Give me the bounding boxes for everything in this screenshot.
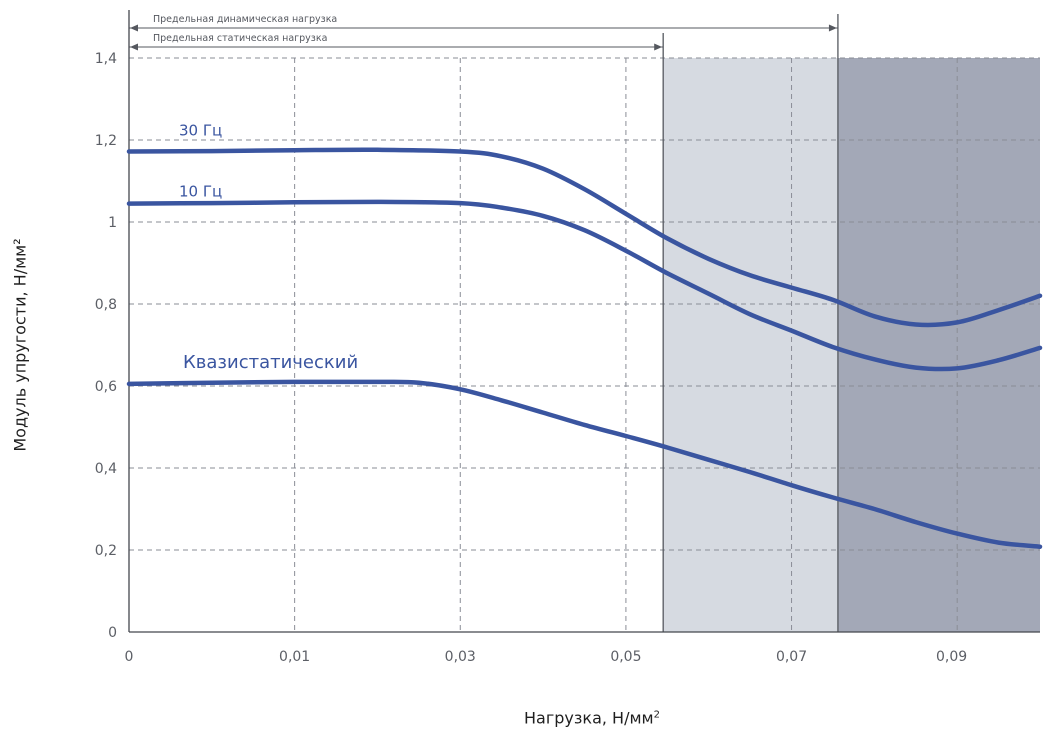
grid-layer <box>129 57 1040 632</box>
series-10hz <box>126 199 1043 372</box>
y-tick-label: 0,8 <box>95 297 117 313</box>
limit-arrow-head-left <box>130 24 138 32</box>
series-layer <box>126 147 1043 549</box>
x-axis-title-text: Нагрузка, Н/мм <box>524 708 654 728</box>
x-tick-label: 0,07 <box>776 649 807 665</box>
limit-arrow-head-left <box>130 43 138 51</box>
y-tick-label: 0,2 <box>95 543 117 559</box>
y-tick-label: 0,4 <box>95 461 117 477</box>
x-tick-label: 0,03 <box>445 649 476 665</box>
y-tick-label: 1,4 <box>95 51 117 67</box>
x-tick-label: 0,01 <box>279 649 310 665</box>
series-label: Квазистатический <box>183 352 358 373</box>
ticks-layer: 0 0,2 0,4 0,6 0,8 1 1,2 1,4 0 0,01 0,03 0,05 0,07 0,0… <box>95 51 967 665</box>
series-label: 30 Гц <box>179 121 222 139</box>
limit-label: Предельная статическая нагрузка <box>153 33 327 44</box>
regions-layer <box>663 58 1040 632</box>
load-zone-1 <box>663 58 838 632</box>
y-tick-label: 1,2 <box>95 133 117 149</box>
limits-layer: Предельная динамическая нагрузка Предельн… <box>129 14 839 632</box>
limit-label: Предельная динамическая нагрузка <box>153 14 337 25</box>
series-labels-layer: 30 Гц 10 Гц Квазистатический <box>179 121 358 372</box>
series-label: 10 Гц <box>179 183 222 201</box>
series-30hz <box>126 147 1043 328</box>
x-axis-title: Нагрузка, Н/мм2 <box>524 709 660 728</box>
x-tick-label: 0,09 <box>936 649 967 665</box>
y-tick-label: 1 <box>108 215 117 231</box>
limit-arrow-head-right <box>654 43 663 51</box>
axes-layer <box>128 10 1040 633</box>
load-zone-2 <box>837 58 1040 632</box>
x-tick-label: 0 <box>125 649 134 665</box>
y-axis-title: Модуль упругости, Н/мм² <box>10 238 30 452</box>
limit-arrow-head-right <box>828 24 837 32</box>
series-quasistatic <box>126 379 1043 549</box>
y-tick-label: 0,6 <box>95 379 117 395</box>
y-tick-label: 0 <box>108 625 117 641</box>
x-tick-label: 0,05 <box>610 649 641 665</box>
x-axis-title-superscript: 2 <box>653 709 660 721</box>
